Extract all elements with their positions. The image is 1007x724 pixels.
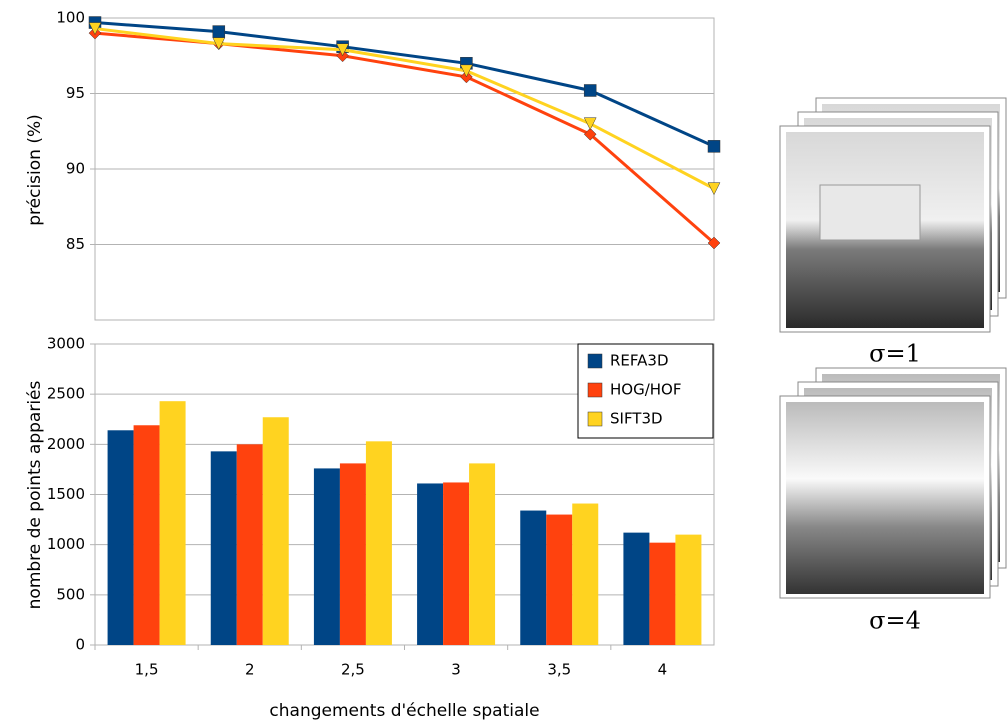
bar — [572, 503, 599, 645]
bar — [623, 532, 650, 645]
legend-swatch — [587, 382, 603, 398]
legend-label: SIFT3D — [610, 410, 663, 428]
bar — [649, 542, 676, 645]
marker — [707, 182, 721, 196]
x-tick-label: 2,5 — [341, 661, 365, 679]
y-tick-label: 1500 — [47, 485, 85, 503]
x-tick-label: 3,5 — [547, 661, 571, 679]
bar — [262, 417, 289, 645]
legend-swatch — [587, 353, 603, 369]
marker — [707, 236, 721, 250]
image-caption: σ=1 — [869, 340, 921, 368]
line — [94, 27, 715, 190]
y-tick-label: 95 — [66, 84, 85, 102]
y-tick-label: 1000 — [47, 535, 85, 553]
image-stack — [779, 97, 1007, 333]
y-tick-label: 0 — [75, 636, 85, 654]
y-tick-label: 3000 — [47, 335, 85, 353]
x-axis-label: changements d'échelle spatiale — [269, 701, 539, 721]
marker — [583, 127, 597, 141]
y-tick-label: 2000 — [47, 435, 85, 453]
bar — [159, 401, 186, 645]
y-axis-label: nombre de points appariés — [25, 381, 45, 610]
y-axis-label: précision (%) — [25, 114, 45, 226]
bar — [133, 425, 160, 645]
marker — [212, 37, 226, 51]
marker — [707, 140, 721, 153]
image-caption: σ=4 — [869, 607, 921, 635]
marker — [336, 43, 350, 57]
x-tick-label: 4 — [658, 661, 668, 679]
y-tick-label: 90 — [66, 160, 85, 178]
x-tick-label: 2 — [245, 661, 255, 679]
y-tick-label: 85 — [66, 235, 85, 253]
legend-label: HOG/HOF — [610, 381, 681, 399]
line — [94, 31, 715, 245]
marker — [212, 25, 226, 38]
marker — [88, 22, 102, 36]
bar — [520, 510, 547, 645]
bar — [469, 463, 496, 645]
marker — [583, 84, 597, 97]
legend-label: REFA3D — [610, 352, 669, 370]
bar — [546, 514, 573, 645]
bar — [417, 483, 444, 645]
y-tick-label: 2500 — [47, 385, 85, 403]
marker — [583, 117, 597, 131]
marker — [459, 64, 473, 78]
legend-swatch — [587, 411, 603, 427]
bar — [107, 430, 134, 645]
x-tick-label: 3 — [451, 661, 461, 679]
image-stack — [779, 367, 1007, 599]
bar — [675, 534, 702, 645]
x-tick-label: 1,5 — [135, 661, 159, 679]
bar — [210, 451, 237, 645]
bar — [443, 482, 470, 645]
bar — [313, 468, 340, 645]
y-tick-label: 500 — [56, 585, 85, 603]
bar — [339, 463, 366, 645]
bar — [236, 444, 263, 645]
y-tick-label: 100 — [56, 9, 85, 27]
bar — [365, 441, 392, 645]
line — [94, 21, 715, 148]
